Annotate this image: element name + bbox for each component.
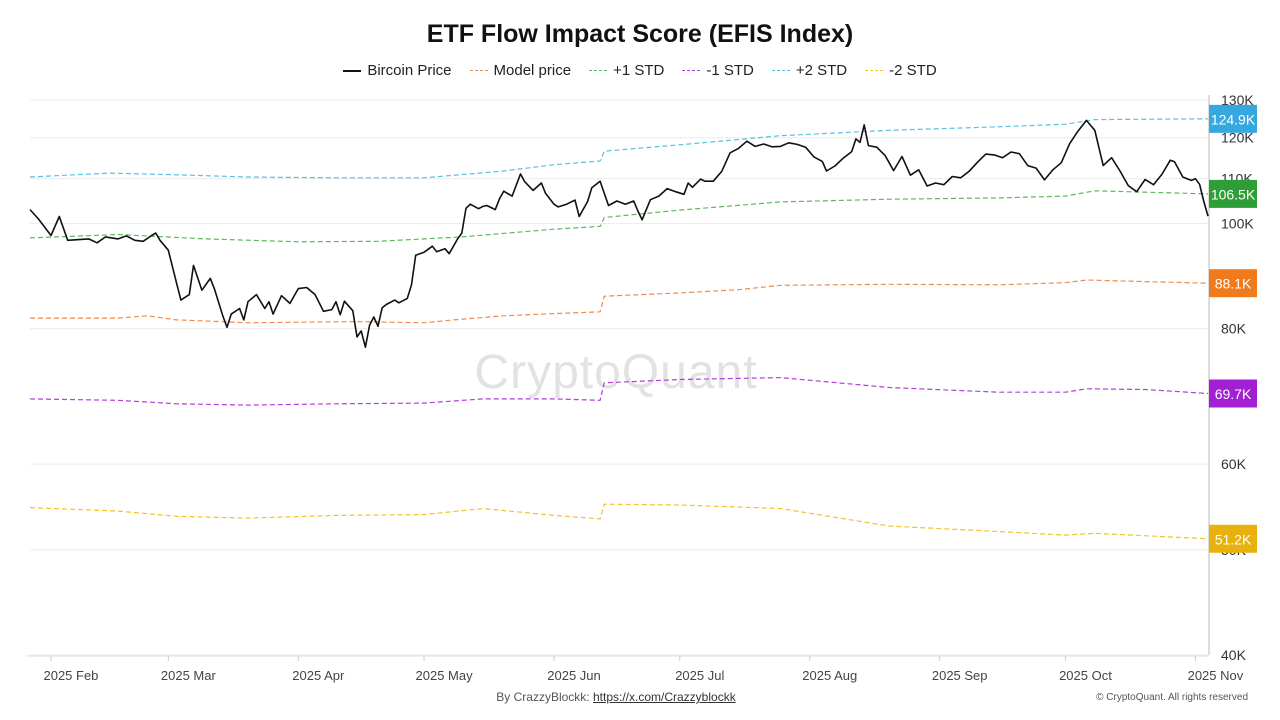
x-tick-label: 2025 Mar bbox=[161, 668, 217, 683]
series-line-2-std bbox=[29, 503, 1209, 540]
legend-item[interactable]: Bircoin Price bbox=[343, 62, 452, 79]
last-value-badge-bg bbox=[1209, 379, 1257, 408]
x-tick-label: 2025 Jun bbox=[547, 668, 601, 683]
legend-swatch bbox=[589, 70, 608, 71]
x-tick-label: 2025 May bbox=[416, 668, 474, 683]
legend-label: +1 STD bbox=[613, 62, 665, 79]
legend-swatch bbox=[469, 70, 488, 71]
series-line-2-std bbox=[29, 118, 1209, 179]
series-line-1-std bbox=[29, 190, 1209, 243]
last-value-badge-bg bbox=[1209, 104, 1257, 133]
x-axis: 2025 Feb 2025 Mar 2025 Apr 2025 May 2025 Jun… bbox=[43, 656, 1244, 683]
legend-swatch bbox=[865, 70, 884, 71]
y-tick-label: 130K bbox=[1221, 92, 1254, 108]
x-tick-label: 2025 Oct bbox=[1059, 668, 1112, 683]
y-tick-label: 100K bbox=[1221, 216, 1254, 232]
last-value-badge: 106.5K bbox=[1209, 179, 1257, 208]
y-tick-label: 60K bbox=[1221, 456, 1247, 472]
series-line-model-price bbox=[30, 279, 1209, 324]
last-value-badge-bg bbox=[1209, 524, 1257, 553]
last-value-badge: 69.7K bbox=[1209, 379, 1257, 408]
x-tick-label: 2025 Apr bbox=[292, 668, 345, 683]
series-line-bircoin-price bbox=[29, 119, 1209, 348]
legend-swatch bbox=[682, 70, 701, 71]
y-tick-label: 80K bbox=[1221, 321, 1247, 337]
last-value-badge-bg bbox=[1209, 269, 1257, 298]
legend-label: +2 STD bbox=[795, 62, 848, 79]
chart-legend: Bircoin Price Model price +1 STD -1 STD +2 S… bbox=[0, 62, 1280, 79]
last-value-label: 69.7K bbox=[1215, 386, 1252, 402]
x-tick-label: 2025 Jul bbox=[675, 668, 724, 683]
last-value-badge: 51.2K bbox=[1209, 524, 1257, 553]
last-value-badge: 88.1K bbox=[1209, 269, 1257, 298]
legend-swatch bbox=[343, 69, 362, 72]
attribution: By CrazzyBlockk: https://x.com/Crazzyblo… bbox=[0, 690, 1232, 704]
last-value-label: 88.1K bbox=[1215, 276, 1252, 292]
legend-label: Bircoin Price bbox=[367, 62, 452, 79]
last-value-label: 124.9K bbox=[1211, 111, 1256, 127]
last-value-badge-bg bbox=[1209, 179, 1257, 208]
attribution-link[interactable]: https://x.com/Crazzyblockk bbox=[592, 690, 736, 704]
legend-item[interactable]: -2 STD bbox=[865, 62, 937, 79]
y-tick-label: 40K bbox=[1221, 647, 1247, 663]
series-line-1-std bbox=[29, 377, 1209, 406]
watermark: CryptoQuant bbox=[474, 346, 758, 399]
x-tick-label: 2025 Feb bbox=[43, 668, 98, 683]
legend-item[interactable]: Model price bbox=[469, 62, 572, 79]
legend-label: Model price bbox=[493, 62, 572, 79]
legend-label: -1 STD bbox=[706, 62, 754, 79]
y-tick-label: 120K bbox=[1221, 130, 1254, 146]
legend-item[interactable]: +1 STD bbox=[589, 62, 664, 79]
last-value-label: 51.2K bbox=[1215, 531, 1252, 547]
legend-swatch bbox=[771, 70, 790, 71]
last-value-label: 106.5K bbox=[1211, 186, 1256, 202]
x-tick-label: 2025 Aug bbox=[802, 668, 857, 683]
x-tick-label: 2025 Nov bbox=[1188, 668, 1244, 683]
legend-label: -2 STD bbox=[889, 62, 937, 79]
legend-item[interactable]: -1 STD bbox=[682, 62, 754, 79]
last-value-badge: 124.9K bbox=[1209, 104, 1257, 133]
legend-item[interactable]: +2 STD bbox=[771, 62, 848, 79]
copyright: © CryptoQuant. All rights reserved bbox=[1096, 692, 1248, 703]
y-axis: 40K50K60K80K100K110K120K130K bbox=[30, 92, 1254, 663]
chart-title: ETF Flow Impact Score (EFIS Index) bbox=[426, 20, 854, 48]
attribution-text: By CrazzyBlockk: bbox=[496, 690, 590, 704]
x-tick-label: 2025 Sep bbox=[932, 668, 988, 683]
